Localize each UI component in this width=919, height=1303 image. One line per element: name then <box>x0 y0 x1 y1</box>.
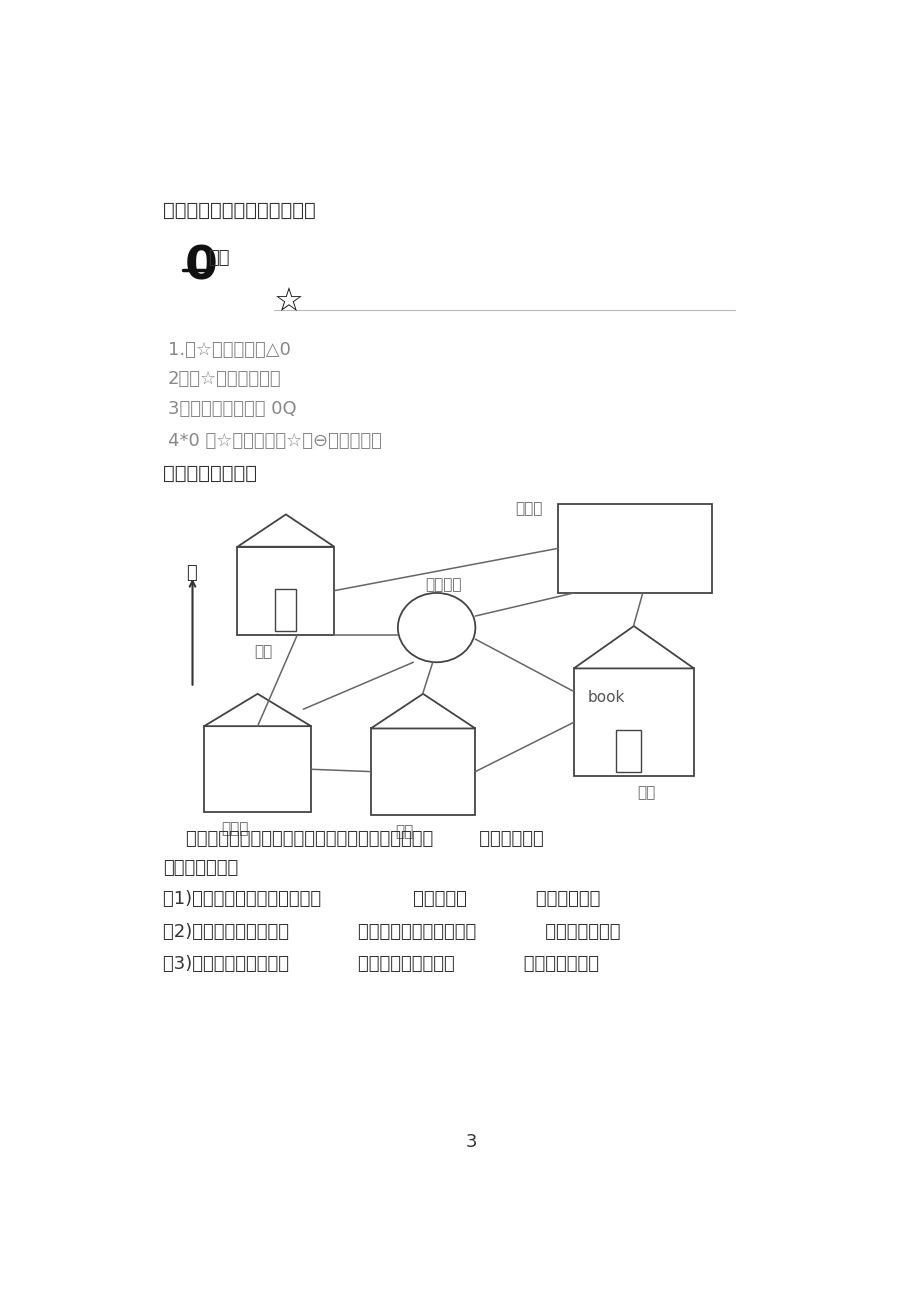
Text: （1)从甜品屋出发，向北走到（                ），再向（            ）走到电影院: （1)从甜品屋出发，向北走到（ ），再向（ ）走到电影院 <box>163 890 600 908</box>
Polygon shape <box>204 693 311 726</box>
Text: 花店: 花店 <box>395 823 414 839</box>
Text: ☆: ☆ <box>274 285 303 319</box>
Text: ：北: ：北 <box>208 249 229 267</box>
Ellipse shape <box>397 593 475 662</box>
Text: 0: 0 <box>185 245 218 289</box>
Text: 4*0 在☆的（，面，☆在⊖的，，面口: 4*0 在☆的（，面，☆在⊖的，，面口 <box>167 433 381 450</box>
Bar <box>275 589 296 632</box>
Polygon shape <box>573 625 693 668</box>
Bar <box>370 728 475 814</box>
Text: 街心花园: 街心花园 <box>425 577 461 593</box>
Text: （2)从甜品屋出发，向（            ）走到街心花园，再向（            ）走到电影院。: （2)从甜品屋出发，向（ ）走到街心花园，再向（ ）走到电影院。 <box>163 923 620 941</box>
Text: 走路线填完整。: 走路线填完整。 <box>163 859 238 877</box>
Polygon shape <box>370 693 475 728</box>
Text: 甜品屋: 甜品屋 <box>221 822 248 837</box>
Text: 3: 3 <box>465 1132 477 1151</box>
Bar <box>237 547 334 636</box>
Text: 北: 北 <box>186 564 197 581</box>
Text: 书店: 书店 <box>637 786 655 800</box>
Text: 3．在众的东北面画 0Q: 3．在众的东北面画 0Q <box>167 400 296 418</box>
Text: 2．在☆的西面面口。: 2．在☆的西面面口。 <box>167 370 281 388</box>
Polygon shape <box>237 515 334 547</box>
Text: 二、按要求画图形，并填一填: 二、按要求画图形，并填一填 <box>163 201 315 220</box>
Bar <box>204 726 311 812</box>
Text: 电影院: 电影院 <box>516 502 542 516</box>
Bar <box>558 504 711 593</box>
Text: book: book <box>587 691 624 705</box>
Text: （3)从甜品屋出发，向（            ）走到花店，再向（            ）走到书店，再: （3)从甜品屋出发，向（ ）走到花店，再向（ ）走到书店，再 <box>163 955 598 973</box>
Text: 三、看路线图填空: 三、看路线图填空 <box>163 464 256 483</box>
Text: 红红从甜品屋出发到电影院，她可以有下面几种走法        请把红红的行: 红红从甜品屋出发到电影院，她可以有下面几种走法 请把红红的行 <box>163 830 543 848</box>
Text: 布店: 布店 <box>255 645 272 659</box>
Bar <box>573 668 693 777</box>
Text: 1.在☆的东南面画△0: 1.在☆的东南面画△0 <box>167 341 290 360</box>
Bar <box>616 730 641 773</box>
